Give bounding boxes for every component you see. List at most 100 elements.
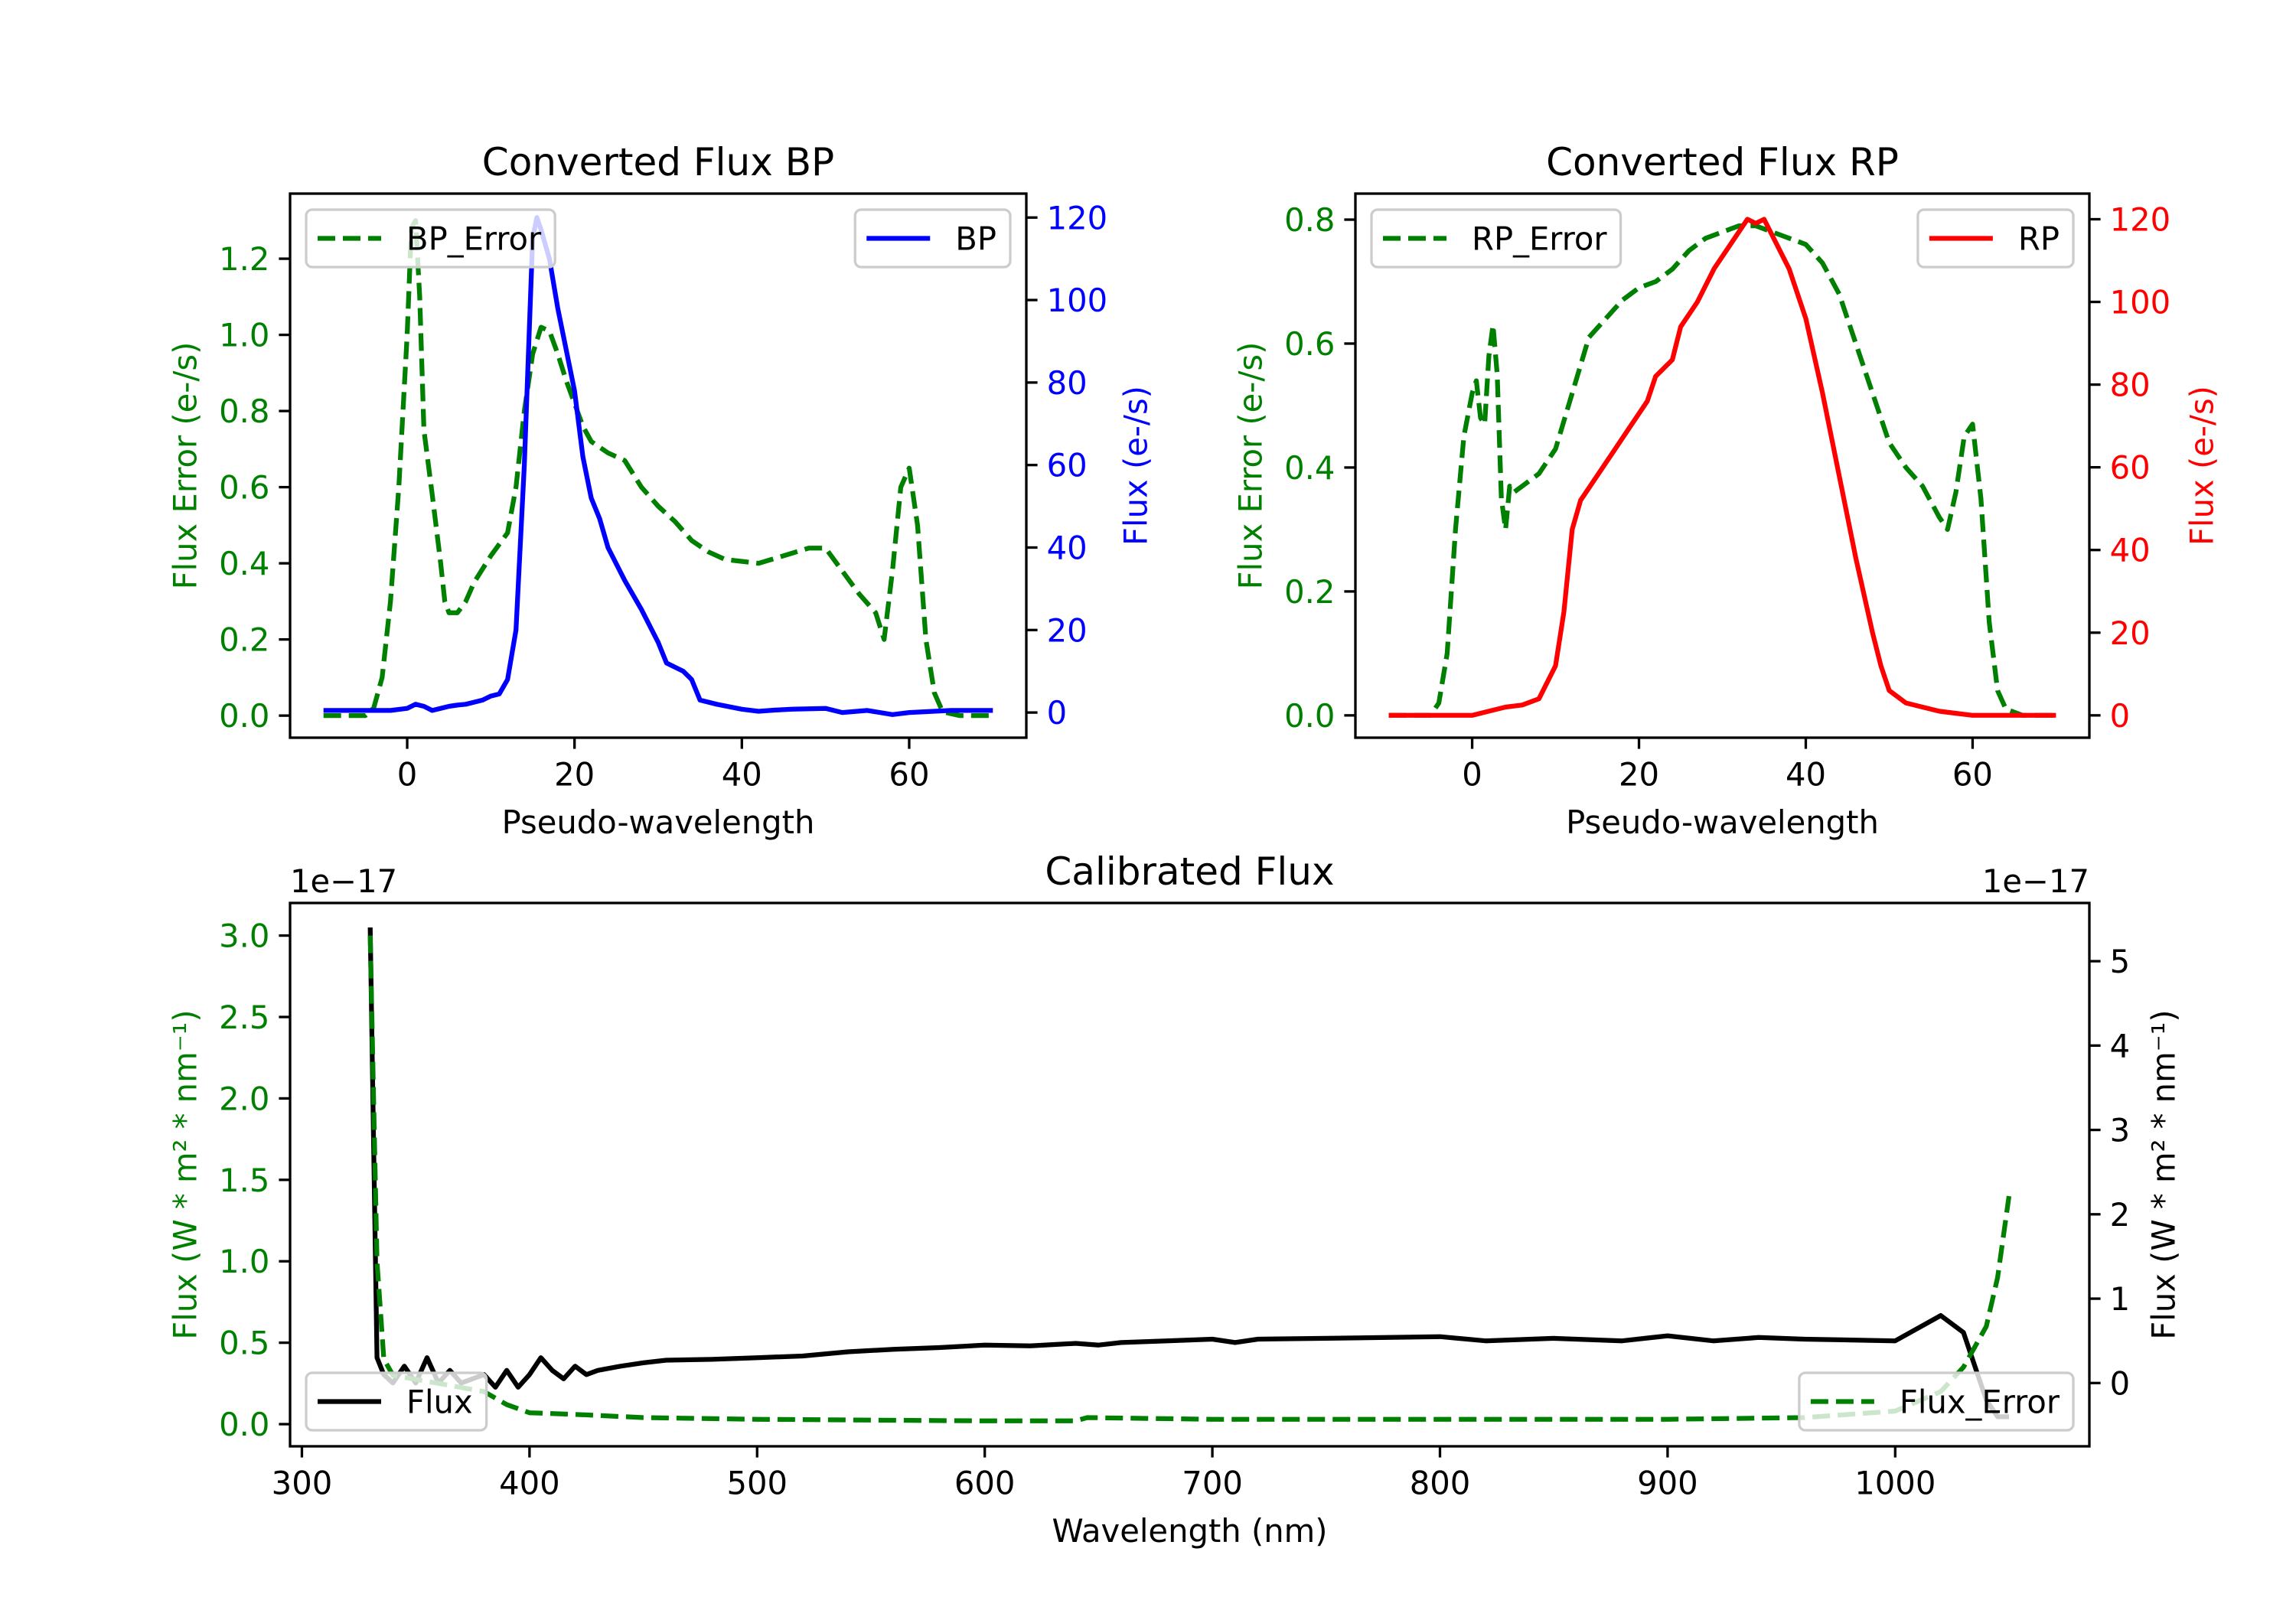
axes-frame: [289, 192, 1028, 739]
x-tick-label: 60: [889, 756, 929, 794]
y-left-tick-label: 1.5: [219, 1162, 269, 1199]
y-right-tick-label: 80: [2110, 367, 2151, 404]
chart-2: 300 400 500 600 700 800 900 1000 0.0 0.5 1.0 1.5 2.0…: [167, 849, 2183, 1550]
chart-0: 0 20 40 60 0.0 0.2 0.4 0.6 0.8 1.0 1.2 0 20 40 60 80 100…: [167, 140, 1155, 841]
y-right-axis-label: Flux (W * m² * nm⁻¹): [2145, 1009, 2183, 1339]
y-right-tick-label: 100: [1047, 282, 1108, 319]
y-right-tick-label: 100: [2110, 284, 2171, 321]
y-right-tick-label: 0: [2110, 697, 2131, 735]
series-line-rp-error: [1388, 223, 2056, 718]
y-right-tick-label: 120: [1047, 199, 1108, 236]
axes-frame: [1354, 192, 2091, 739]
x-tick-label: 700: [1182, 1465, 1243, 1502]
y-right-tick-label: 40: [2110, 532, 2151, 569]
y-left-tick-label: 3.0: [219, 918, 269, 955]
y-right-offset-text: 1e−17: [1982, 862, 2089, 900]
y-left-tick-label: 0.2: [1284, 573, 1335, 611]
x-tick-label: 900: [1637, 1465, 1698, 1502]
y-left-tick-label: 0.6: [1284, 325, 1335, 363]
y-left-tick-label: 0.5: [219, 1325, 269, 1362]
series-line-bp: [323, 215, 993, 717]
x-tick-label: 40: [722, 756, 762, 794]
y-left-tick-label: 1.2: [219, 240, 269, 278]
legend-box: [853, 208, 1012, 269]
y-left-tick-label: 1.0: [219, 317, 269, 354]
legend-label: Flux_Error: [1900, 1384, 2060, 1421]
x-tick-label: 800: [1410, 1465, 1471, 1502]
x-axis-label: Wavelength (nm): [1052, 1512, 1327, 1550]
y-left-axis-label: Flux Error (e-/s): [1232, 342, 1270, 590]
y-right-tick-label: 20: [1047, 611, 1088, 649]
legend-flux: Flux: [305, 1371, 488, 1432]
y-right-tick-label: 40: [1047, 530, 1088, 567]
y-right-tick-label: 60: [1047, 447, 1088, 484]
chart-title: Converted Flux BP: [482, 140, 834, 184]
y-right-tick-label: 60: [2110, 449, 2151, 487]
legend-rp-error: RP_Error: [1370, 208, 1623, 269]
y-left-tick-label: 2.5: [219, 999, 269, 1036]
y-left-tick-label: 0.8: [219, 393, 269, 430]
x-tick-label: 0: [397, 756, 418, 794]
x-axis-label: Pseudo-wavelength: [1566, 804, 1879, 841]
y-right-tick-label: 5: [2110, 943, 2131, 980]
y-right-axis-label: Flux (e-/s): [1117, 386, 1155, 546]
y-right-tick-label: 20: [2110, 614, 2151, 652]
y-right-axis-label: Flux (e-/s): [2183, 386, 2221, 546]
x-tick-label: 400: [499, 1465, 560, 1502]
legend-bp-error: BP_Error: [305, 208, 556, 269]
x-axis-label: Pseudo-wavelength: [502, 804, 815, 841]
legend-rp: RP: [1916, 208, 2075, 269]
y-right-tick-label: 80: [1047, 364, 1088, 402]
y-right-tick-label: 2: [2110, 1196, 2131, 1234]
y-right-tick-label: 3: [2110, 1112, 2131, 1149]
y-right-tick-label: 4: [2110, 1027, 2131, 1064]
y-right-tick-label: 0: [1047, 694, 1068, 732]
x-tick-label: 500: [726, 1465, 788, 1502]
series-line-flux: [367, 927, 2009, 1420]
chart-title: Calibrated Flux: [1045, 849, 1334, 894]
legend-flux-error: Flux_Error: [1798, 1371, 2075, 1432]
chart-1: 0 20 40 60 0.0 0.2 0.4 0.6 0.8 0 20 40 60 80 100 120 Con…: [1232, 140, 2221, 841]
legend-label: BP: [955, 220, 996, 258]
legend-label: RP: [2018, 220, 2060, 258]
x-tick-label: 600: [954, 1465, 1016, 1502]
y-right-tick-label: 1: [2110, 1280, 2131, 1318]
y-right-tick-label: 0: [2110, 1364, 2131, 1402]
series-line-rp: [1388, 217, 2056, 718]
y-left-tick-label: 0.0: [219, 697, 269, 735]
legend-label: RP_Error: [1472, 220, 1607, 258]
y-left-tick-label: 0.6: [219, 469, 269, 507]
y-left-tick-label: 0.0: [219, 1406, 269, 1443]
y-left-tick-label: 0.4: [219, 545, 269, 582]
x-tick-label: 40: [1786, 756, 1826, 794]
series-line-bp-error: [323, 218, 993, 719]
y-left-tick-label: 0.2: [219, 621, 269, 659]
x-tick-label: 20: [554, 756, 595, 794]
y-left-tick-label: 2.0: [219, 1080, 269, 1117]
y-left-axis-label: Flux Error (e-/s): [167, 342, 204, 590]
x-tick-label: 300: [272, 1465, 333, 1502]
legend-box: [1370, 208, 1623, 269]
legend-bp: BP: [853, 208, 1012, 269]
legend-box: [1916, 208, 2075, 269]
y-left-tick-label: 1.0: [219, 1243, 269, 1280]
legend-label: Flux: [406, 1384, 473, 1421]
x-tick-label: 20: [1619, 756, 1659, 794]
y-left-offset-text: 1e−17: [290, 862, 397, 900]
x-tick-label: 1000: [1854, 1465, 1936, 1502]
y-right-tick-label: 120: [2110, 200, 2171, 238]
x-tick-label: 0: [1462, 756, 1482, 794]
legend-box: [1798, 1371, 2075, 1432]
legend-box: [305, 1371, 488, 1432]
axes-frame: [289, 901, 2091, 1448]
y-left-tick-label: 0.8: [1284, 201, 1335, 239]
chart-title: Converted Flux RP: [1546, 140, 1899, 184]
y-left-axis-label: Flux (W * m² * nm⁻¹): [167, 1009, 204, 1339]
series-line-flux-error: [367, 935, 2012, 1423]
legend-label: BP_Error: [406, 220, 542, 258]
x-tick-label: 60: [1952, 756, 1993, 794]
y-left-tick-label: 0.0: [1284, 697, 1335, 735]
y-left-tick-label: 0.4: [1284, 449, 1335, 487]
legend-box: [305, 208, 556, 269]
